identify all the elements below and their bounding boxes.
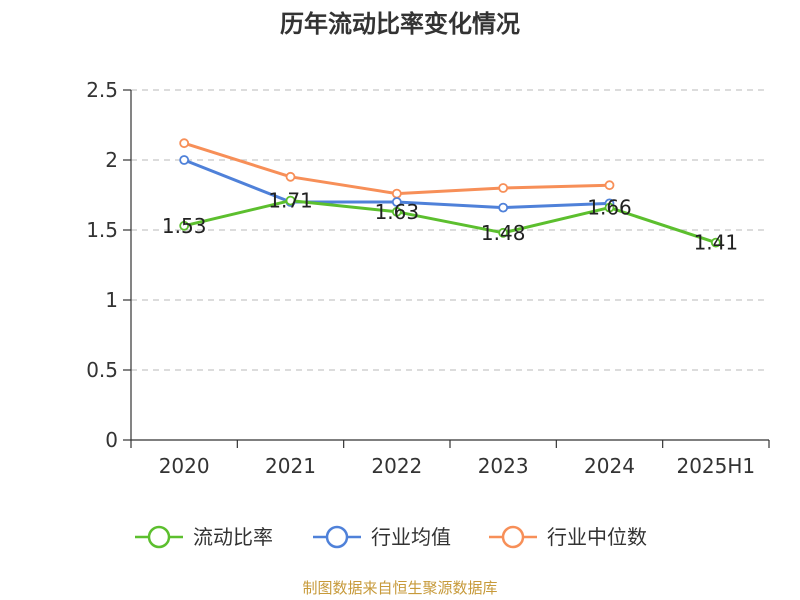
axes: 0 0.5 1 1.5 2 2.5 2020 2021 2022 2023 2024 2025H1 xyxy=(86,78,770,478)
legend-item[interactable]: 行业均值 xyxy=(313,525,451,549)
legend: 流动比率 行业均值 行业中位数 xyxy=(135,525,647,549)
data-point xyxy=(391,188,402,199)
data-point xyxy=(498,202,509,213)
x-tick-label: 2024 xyxy=(584,454,635,478)
data-point xyxy=(179,220,190,231)
source-note: 制图数据来自恒生聚源数据库 xyxy=(302,579,497,597)
data-label: 1.41 xyxy=(694,231,739,255)
data-point xyxy=(179,138,190,149)
y-tick-label: 2.5 xyxy=(86,78,118,102)
legend-label: 行业中位数 xyxy=(547,525,647,549)
legend-marker xyxy=(501,525,525,549)
x-tick-label: 2020 xyxy=(159,454,210,478)
data-point xyxy=(179,155,190,165)
y-tick-label: 1 xyxy=(105,288,118,312)
series-0 xyxy=(179,195,721,248)
data-point xyxy=(285,195,296,206)
grid-lines xyxy=(131,89,769,371)
y-tick-label: 0.5 xyxy=(86,358,118,382)
data-label: 1.66 xyxy=(587,196,632,220)
series-line xyxy=(183,199,717,245)
y-tick-label: 1.5 xyxy=(86,218,118,242)
x-tick-label: 2023 xyxy=(478,454,529,478)
x-tick-label: 2025H1 xyxy=(676,454,755,478)
data-label: 1.48 xyxy=(481,221,526,245)
y-tick-label: 0 xyxy=(105,428,118,452)
data-label: 1.71 xyxy=(268,189,313,213)
x-tick-label: 2021 xyxy=(265,454,316,478)
legend-marker xyxy=(147,525,171,549)
series-2 xyxy=(179,138,615,199)
legend-label: 流动比率 xyxy=(193,525,273,549)
series-group xyxy=(179,138,721,248)
legend-item[interactable]: 流动比率 xyxy=(135,525,273,549)
y-tick-label: 2 xyxy=(105,148,118,172)
data-point xyxy=(285,171,296,182)
chart-title: 历年流动比率变化情况 xyxy=(280,10,520,38)
data-point xyxy=(604,180,615,191)
legend-marker xyxy=(325,525,349,549)
legend-label: 行业均值 xyxy=(371,525,451,549)
x-tick-label: 2022 xyxy=(371,454,422,478)
data-point xyxy=(710,237,721,248)
data-label: 1.53 xyxy=(162,214,207,238)
data-labels: 1.53 1.71 1.63 1.48 1.66 1.41 xyxy=(162,189,738,255)
data-point xyxy=(498,183,509,193)
data-point xyxy=(604,202,615,213)
data-point xyxy=(391,206,402,217)
data-point xyxy=(498,227,509,238)
data-point xyxy=(391,197,402,207)
data-label: 1.63 xyxy=(375,200,420,224)
legend-item[interactable]: 行业中位数 xyxy=(489,525,647,549)
